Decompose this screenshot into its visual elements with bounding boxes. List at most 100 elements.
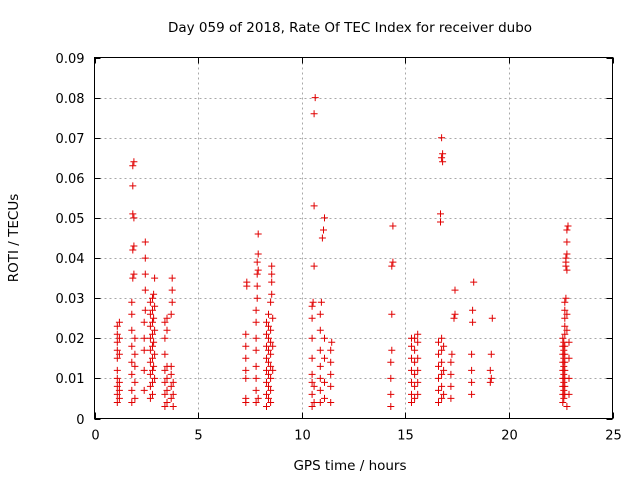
data-point xyxy=(308,378,316,386)
data-point xyxy=(242,394,250,402)
data-point xyxy=(565,338,573,346)
data-point xyxy=(168,274,176,282)
data-point xyxy=(163,314,171,322)
data-point xyxy=(411,334,419,342)
data-point xyxy=(316,374,324,382)
data-point xyxy=(387,403,395,410)
data-point xyxy=(310,399,318,406)
data-point xyxy=(451,310,459,318)
data-point xyxy=(130,158,138,166)
data-point xyxy=(115,350,123,358)
data-point xyxy=(565,390,573,398)
data-point xyxy=(129,246,137,254)
data-point xyxy=(438,382,446,390)
data-point xyxy=(414,338,422,346)
data-point xyxy=(149,342,156,350)
data-point xyxy=(321,214,328,222)
data-point xyxy=(321,378,328,386)
data-point xyxy=(140,366,148,374)
data-point xyxy=(408,399,415,406)
data-point xyxy=(388,346,396,354)
data-point xyxy=(129,182,137,190)
data-point xyxy=(151,302,159,310)
data-point xyxy=(435,374,442,382)
data-point xyxy=(150,338,158,346)
grid xyxy=(94,57,613,419)
data-point xyxy=(113,382,121,390)
data-point xyxy=(408,390,415,398)
data-point xyxy=(308,354,316,362)
data-point xyxy=(146,310,154,318)
data-point xyxy=(563,266,571,274)
data-point xyxy=(253,270,261,278)
data-point xyxy=(411,370,419,378)
data-point xyxy=(128,326,136,334)
data-point xyxy=(440,390,448,398)
data-point xyxy=(561,330,569,338)
chart-title: Day 059 of 2018, Rate Of TEC Index for r… xyxy=(168,20,532,36)
data-point xyxy=(321,334,328,342)
data-point xyxy=(263,366,270,374)
x-tick-label: 5 xyxy=(194,429,202,444)
data-point xyxy=(327,382,335,390)
data-point xyxy=(316,399,324,406)
data-point xyxy=(113,338,121,346)
data-point xyxy=(130,270,138,278)
data-point xyxy=(318,234,326,242)
plot-frame xyxy=(94,57,613,419)
data-point xyxy=(560,362,568,370)
data-point xyxy=(151,326,159,334)
data-point xyxy=(563,250,571,258)
data-point xyxy=(414,390,422,398)
data-point xyxy=(169,378,177,386)
data-point xyxy=(561,342,569,350)
data-point xyxy=(163,386,171,394)
data-point xyxy=(265,358,272,366)
data-point xyxy=(561,366,569,374)
data-point xyxy=(113,354,121,362)
data-point xyxy=(253,258,261,266)
data-point xyxy=(308,314,316,322)
data-point xyxy=(408,354,415,362)
data-point xyxy=(168,286,176,294)
data-point xyxy=(141,254,149,262)
data-point xyxy=(161,318,169,326)
data-point xyxy=(328,338,336,346)
data-point xyxy=(265,394,272,402)
data-point xyxy=(308,302,316,310)
data-point xyxy=(128,386,136,394)
data-point xyxy=(327,399,335,406)
data-point xyxy=(149,390,156,398)
data-point xyxy=(265,322,272,330)
data-point xyxy=(265,346,272,354)
data-point xyxy=(141,270,149,278)
data-point xyxy=(267,362,275,370)
data-point xyxy=(163,326,171,334)
y-tick-label: 0.09 xyxy=(56,52,85,67)
data-point xyxy=(129,162,137,170)
data-point xyxy=(389,258,397,266)
data-point xyxy=(167,370,175,378)
data-point xyxy=(488,314,496,322)
data-point xyxy=(435,362,442,370)
data-point xyxy=(161,390,169,398)
data-point xyxy=(309,298,317,306)
data-point xyxy=(308,403,316,410)
data-point xyxy=(149,318,156,326)
data-points xyxy=(113,94,573,410)
y-tick-label: 0.02 xyxy=(56,332,85,347)
data-point xyxy=(267,338,275,346)
data-point xyxy=(130,214,138,222)
data-point xyxy=(414,354,422,362)
data-point xyxy=(128,298,136,306)
data-point xyxy=(562,294,570,302)
data-point xyxy=(267,399,275,406)
y-tick-label: 0.06 xyxy=(56,172,85,187)
x-tick-label: 15 xyxy=(397,429,414,444)
data-point xyxy=(263,390,270,398)
data-point xyxy=(263,403,270,410)
data-point xyxy=(563,403,571,410)
data-point xyxy=(267,298,275,306)
data-point xyxy=(150,290,158,298)
data-point xyxy=(151,374,159,382)
